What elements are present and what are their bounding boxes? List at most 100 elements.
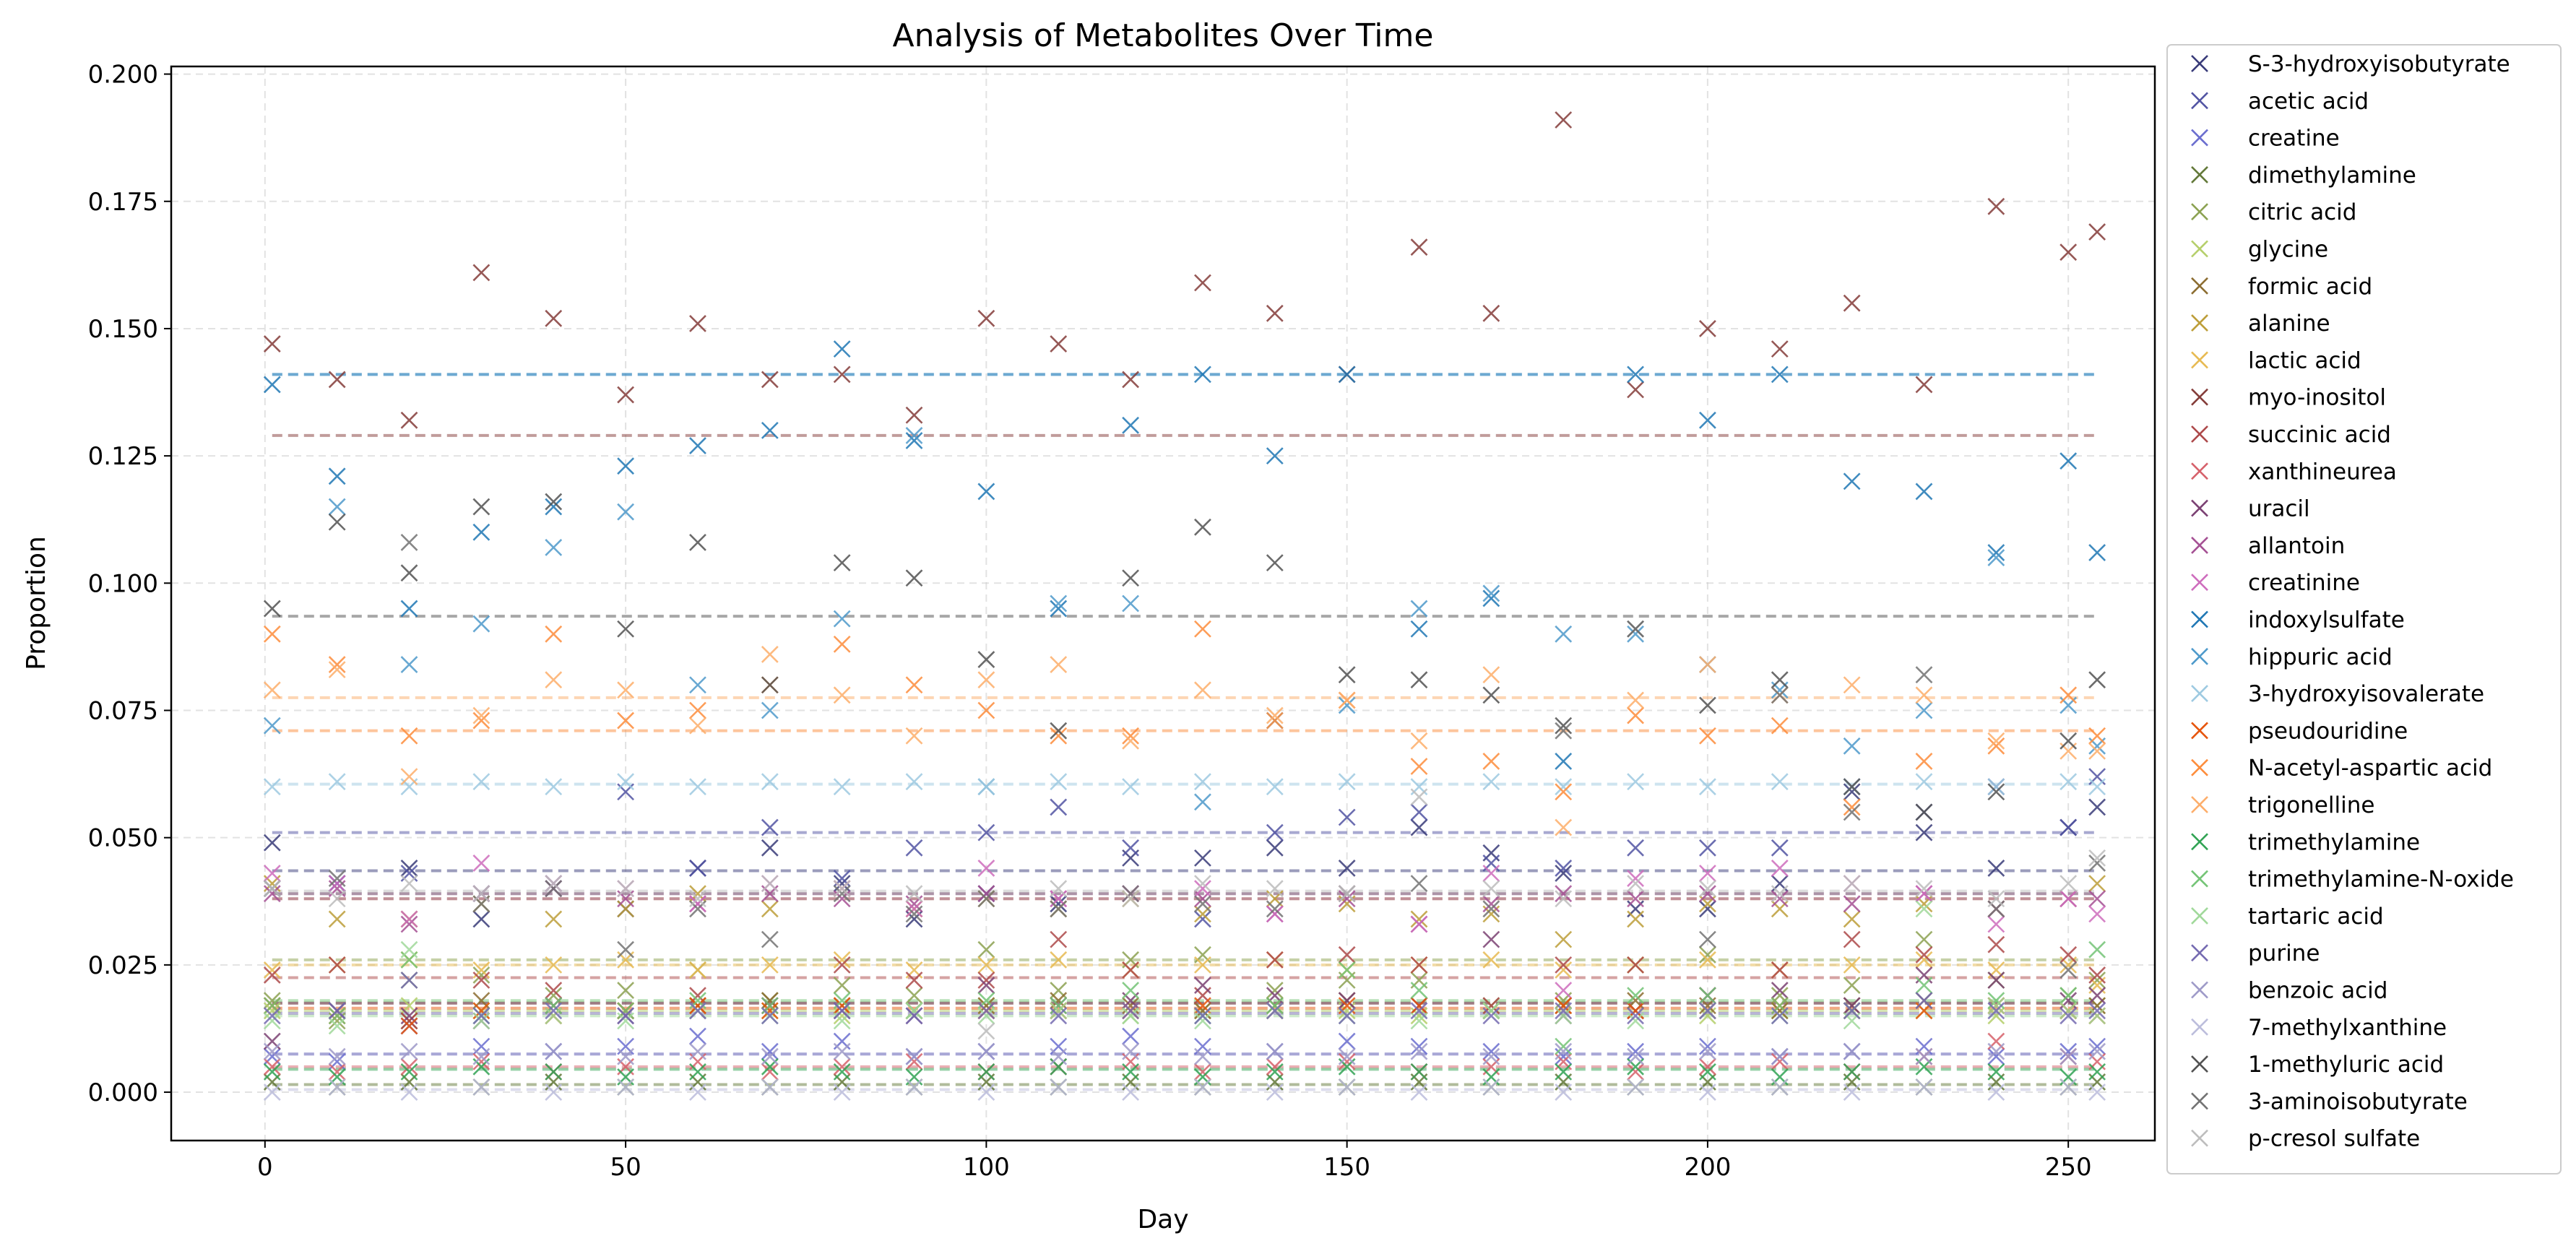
data-point <box>2059 243 2078 261</box>
data-point <box>977 940 995 959</box>
x-tick-label: 150 <box>1323 1153 1370 1182</box>
data-point <box>1050 798 1068 816</box>
legend-marker <box>2191 165 2208 183</box>
data-point <box>1050 1047 1068 1065</box>
data-point <box>1843 1063 1861 1081</box>
data-point <box>1771 1007 1789 1025</box>
data-point <box>833 1002 851 1020</box>
data-point <box>1050 880 1068 898</box>
legend-entry: tartaric acid <box>2248 904 2384 930</box>
legend-marker <box>2191 277 2208 295</box>
data-point <box>905 1002 923 1020</box>
chart-title: Analysis of Metabolites Over Time <box>893 17 1434 54</box>
data-point <box>1843 778 1861 796</box>
data-point <box>1410 1002 1428 1020</box>
data-point <box>400 1057 418 1076</box>
legend-entry: succinic acid <box>2248 422 2391 448</box>
data-point <box>977 651 995 668</box>
data-point <box>2088 544 2106 561</box>
data-point <box>1555 860 1573 877</box>
data-point <box>1843 997 1861 1015</box>
data-point <box>1987 1063 2005 1081</box>
data-point <box>1627 365 1644 384</box>
data-point <box>472 706 490 724</box>
data-point <box>1050 1007 1068 1025</box>
data-point <box>472 910 490 928</box>
data-point <box>1987 737 2005 755</box>
data-point <box>328 875 346 893</box>
data-point <box>328 773 346 791</box>
data-point <box>1266 905 1284 923</box>
data-point <box>1338 365 1356 384</box>
data-point <box>400 910 418 928</box>
data-point <box>1266 1002 1284 1020</box>
data-point <box>1987 1083 2005 1101</box>
data-point <box>1555 885 1573 903</box>
data-point <box>1194 681 1211 699</box>
x-axis-label: Day <box>1137 1205 1188 1234</box>
legend-marker <box>2191 1092 2208 1110</box>
data-point <box>1194 1012 1211 1030</box>
data-point <box>545 1083 563 1101</box>
data-point <box>400 768 418 786</box>
data-point <box>1410 875 1428 893</box>
data-point <box>545 498 563 516</box>
legend-marker <box>2191 425 2208 443</box>
data-point <box>1482 773 1500 791</box>
data-point <box>833 956 851 974</box>
legend-entry: trigonelline <box>2248 792 2374 818</box>
data-point <box>689 437 706 454</box>
x-tick-label: 50 <box>610 1153 641 1182</box>
data-point <box>1338 666 1356 684</box>
data-point <box>400 915 418 933</box>
data-point <box>1698 778 1716 796</box>
data-point <box>977 972 995 989</box>
data-point <box>1266 706 1284 724</box>
legend-entry: creatinine <box>2248 570 2360 596</box>
data-point <box>617 1007 635 1025</box>
data-point <box>905 972 923 989</box>
data-point <box>1843 977 1861 994</box>
data-point <box>2088 1042 2106 1060</box>
data-point <box>2088 966 2106 984</box>
data-point <box>1410 600 1428 618</box>
data-point <box>1843 294 1861 312</box>
data-point <box>689 961 706 979</box>
data-point <box>617 457 635 475</box>
data-point <box>1338 1007 1356 1025</box>
data-point <box>545 778 563 796</box>
data-point <box>977 1022 995 1040</box>
data-point <box>1555 722 1573 740</box>
data-point <box>400 875 418 893</box>
data-point <box>2088 778 2106 796</box>
data-point <box>689 997 706 1015</box>
data-point <box>905 885 923 903</box>
legend-entry: formic acid <box>2248 274 2372 300</box>
y-tick-label: 0.150 <box>88 315 158 344</box>
legend-entry: purine <box>2248 940 2320 966</box>
data-point <box>1698 1057 1716 1076</box>
legend-marker <box>2191 1018 2208 1036</box>
data-point <box>833 778 851 796</box>
data-point <box>1771 686 1789 704</box>
data-point <box>761 773 779 791</box>
data-point <box>2088 987 2106 1005</box>
data-point <box>1338 1047 1356 1065</box>
data-point <box>400 940 418 959</box>
data-point <box>905 1078 923 1096</box>
data-point <box>1194 1078 1211 1096</box>
data-point <box>1266 982 1284 1000</box>
legend-entry: trimethylamine-N-oxide <box>2248 867 2514 893</box>
data-point <box>1122 371 1139 389</box>
data-point <box>617 1078 635 1096</box>
data-point <box>977 671 995 689</box>
data-point <box>1410 1083 1428 1101</box>
data-point <box>1194 518 1211 536</box>
data-point <box>1771 860 1789 877</box>
data-point <box>545 1007 563 1025</box>
data-point <box>472 1052 490 1070</box>
data-point <box>545 1002 563 1020</box>
data-point <box>2088 671 2106 689</box>
data-point <box>689 860 706 877</box>
data-point <box>328 661 346 679</box>
